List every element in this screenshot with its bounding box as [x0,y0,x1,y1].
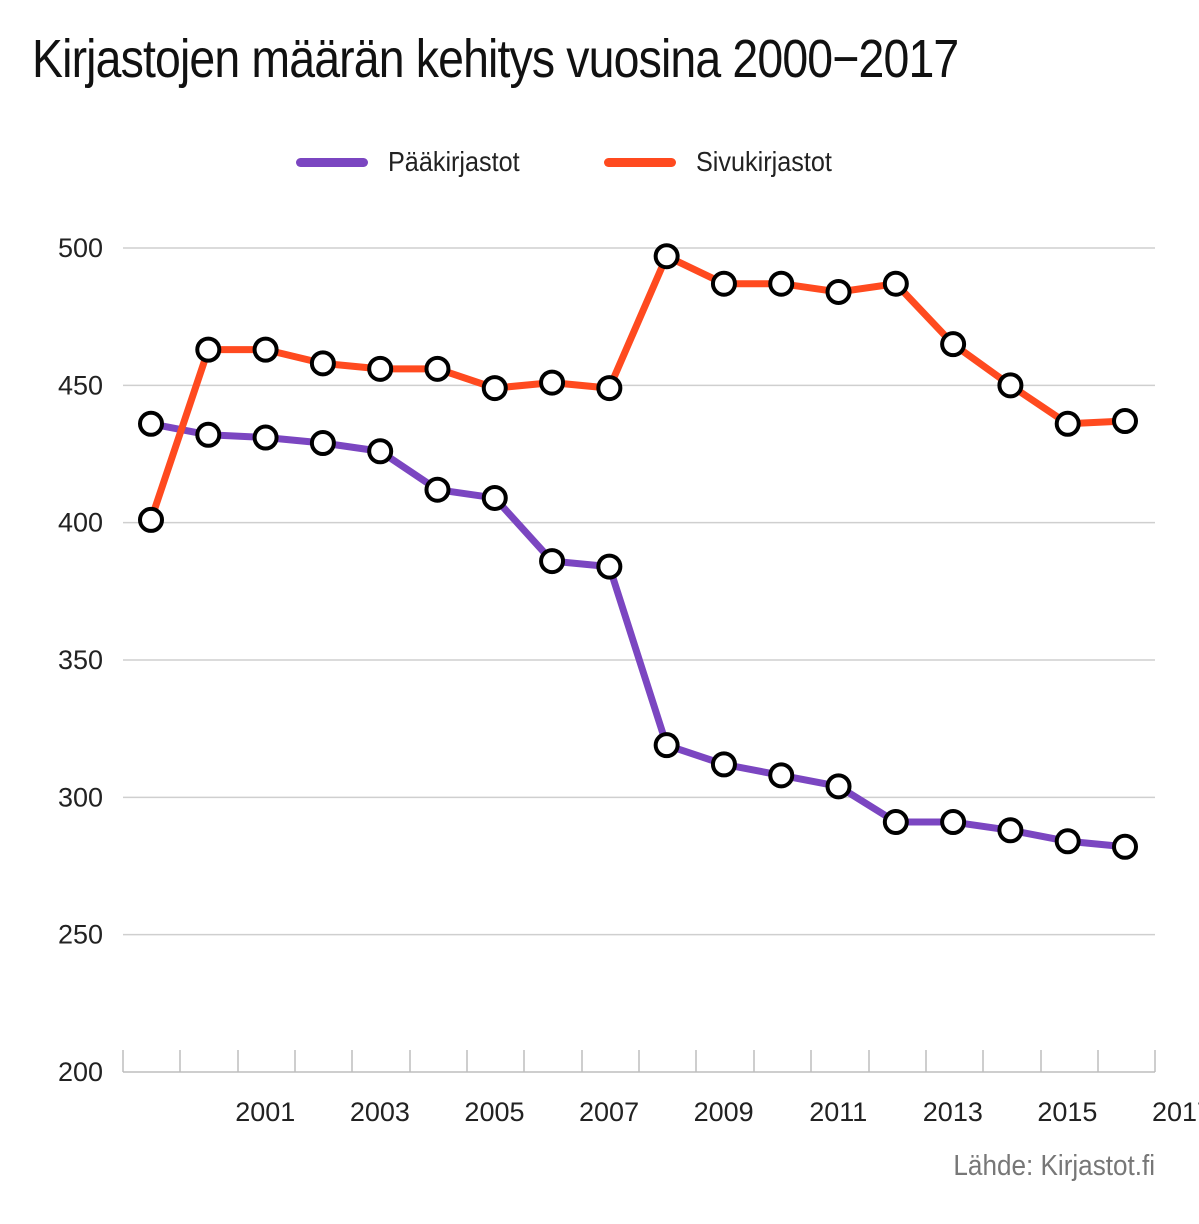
data-point-pääkirjastot-2005 [424,476,451,503]
source-note: Lähde: Kirjastot.fi [953,1150,1155,1182]
x-tick-label-2005: 2005 [464,1097,524,1127]
x-axis-tick-labels: 2001 2003 2005 2007 2009 2011 2013 2015 2017 [235,1097,1199,1127]
legend-item-sivukirjastot: Sivukirjastot [604,142,847,182]
data-point-pääkirjastot-2008 [596,553,623,580]
grid-lines [123,247,1155,936]
data-point-pääkirjastot-2011 [768,762,795,789]
data-points [138,243,1138,860]
data-point-pääkirjastot-2003 [309,430,336,457]
chart-title: Kirjastojen määrän kehitys vuosina 2000−… [32,29,959,89]
data-point-pääkirjastot-2013 [882,809,909,836]
series-lines [147,252,1129,851]
data-point-sivukirjastot-2011 [768,270,795,297]
legend-swatch-paakirjastot [296,157,368,167]
legend-label-sivukirjastot: Sivukirjastot [696,146,832,177]
data-point-sivukirjastot-2010 [710,270,737,297]
legend-label-paakirjastot: Pääkirjastot [388,146,520,177]
data-point-sivukirjastot-2008 [596,375,623,402]
data-point-pääkirjastot-2016 [1054,828,1081,855]
y-tick-label-200: 200 [58,1057,103,1087]
legend: Pääkirjastot Sivukirjastot [0,142,1199,182]
x-tick-label-2017: 2017 [1152,1097,1199,1127]
data-point-sivukirjastot-2009 [653,243,680,270]
data-point-pääkirjastot-2006 [481,484,508,511]
data-point-pääkirjastot-2012 [825,773,852,800]
legend-item-paakirjastot: Pääkirjastot [296,142,534,182]
data-point-pääkirjastot-2007 [539,548,566,575]
data-point-pääkirjastot-2000 [138,410,164,437]
data-point-pääkirjastot-2015 [997,817,1024,844]
y-tick-label-300: 300 [58,782,103,812]
data-point-sivukirjastot-2014 [940,331,967,358]
data-point-sivukirjastot-2013 [882,270,909,297]
legend-swatch-sivukirjastot [604,157,676,167]
y-tick-label-400: 400 [58,508,103,538]
data-point-pääkirjastot-2001 [195,421,222,448]
y-axis-tick-labels: 200 250 300 350 400 450 500 [58,233,103,1087]
data-point-sivukirjastot-2001 [195,336,222,363]
data-point-sivukirjastot-2005 [424,355,451,382]
y-tick-label-350: 350 [58,645,103,675]
x-tick-label-2001: 2001 [235,1097,295,1127]
x-tick-label-2013: 2013 [923,1097,983,1127]
y-tick-label-450: 450 [58,370,103,400]
data-point-pääkirjastot-2004 [367,438,394,465]
x-tick-label-2009: 2009 [694,1097,754,1127]
data-point-sivukirjastot-2007 [539,369,566,396]
data-point-sivukirjastot-2004 [367,355,394,382]
data-point-sivukirjastot-2016 [1054,410,1081,437]
x-tick-label-2011: 2011 [809,1097,867,1127]
y-tick-label-500: 500 [58,233,103,263]
data-point-pääkirjastot-2017 [1112,833,1138,860]
x-tick-label-2003: 2003 [350,1097,410,1127]
data-point-sivukirjastot-2015 [997,372,1024,399]
data-point-sivukirjastot-2002 [252,336,279,363]
series-line-sivukirjastot [147,252,1129,524]
y-tick-label-250: 250 [58,920,103,950]
data-point-pääkirjastot-2010 [710,751,737,778]
data-point-sivukirjastot-2003 [309,350,336,377]
data-point-pääkirjastot-2009 [653,732,680,759]
data-point-sivukirjastot-2000 [138,506,164,533]
x-axis [122,1050,1156,1073]
series-line-pääkirjastot [147,420,1129,851]
data-point-sivukirjastot-2006 [481,375,508,402]
data-point-sivukirjastot-2012 [825,278,852,305]
x-tick-label-2007: 2007 [579,1097,639,1127]
x-tick-label-2015: 2015 [1037,1097,1097,1127]
data-point-pääkirjastot-2014 [940,809,967,836]
data-point-sivukirjastot-2017 [1112,408,1138,435]
data-point-pääkirjastot-2002 [252,424,279,451]
